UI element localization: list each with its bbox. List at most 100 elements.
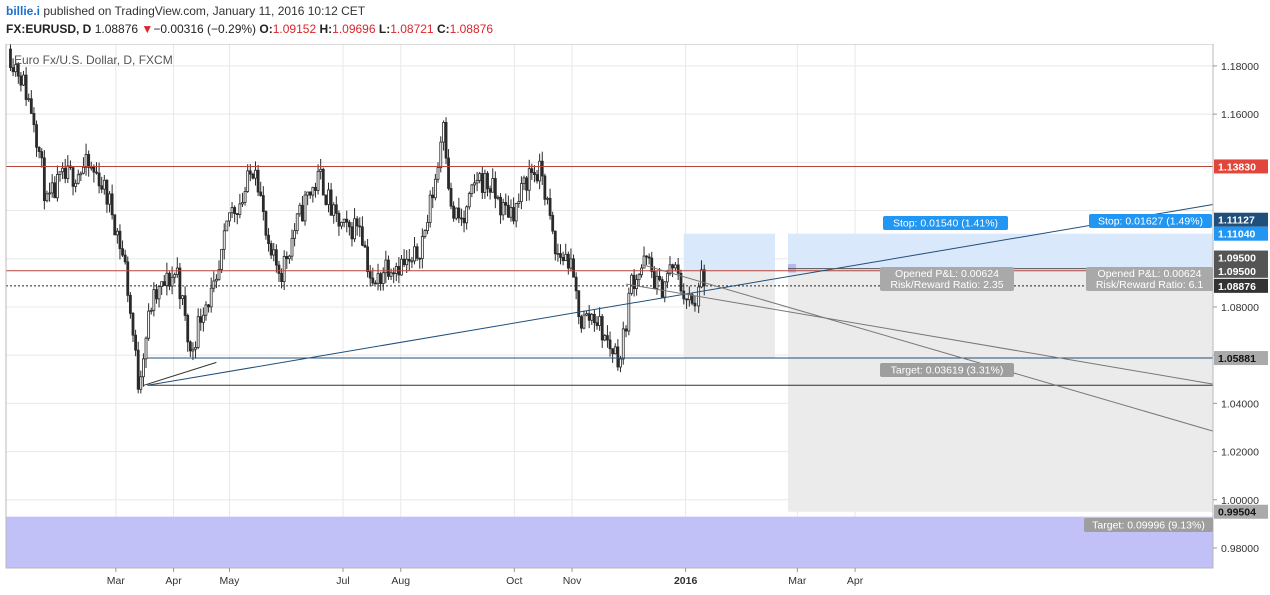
low-value: 1.08721: [390, 22, 434, 36]
time-axis[interactable]: Mar Apr May Jul Aug Oct Nov 2016 Mar Apr: [107, 568, 864, 587]
candle: [517, 193, 521, 208]
candle: [92, 164, 96, 183]
candle: [460, 208, 463, 226]
candle: [16, 62, 20, 84]
candle: [14, 59, 18, 77]
candle: [410, 256, 414, 269]
candle: [160, 281, 164, 296]
candle: [113, 214, 117, 236]
candle: [431, 186, 435, 209]
candle: [100, 176, 104, 194]
channel-line-upper[interactable]: [642, 264, 1214, 432]
candle: [230, 202, 234, 219]
author-link[interactable]: billie.i: [6, 4, 41, 18]
candle: [280, 268, 283, 289]
candle: [126, 256, 130, 303]
candle: [645, 255, 648, 265]
candle: [384, 250, 388, 284]
candle: [97, 162, 101, 194]
candle: [374, 280, 377, 285]
candle: [470, 183, 474, 198]
y-tick-label: 1.16000: [1221, 109, 1259, 121]
candle: [282, 250, 286, 291]
candle: [118, 224, 122, 260]
candle: [144, 336, 148, 368]
candle: [630, 273, 634, 296]
candle: [228, 212, 231, 227]
candle: [559, 244, 562, 265]
svg-text:Stop: 0.01540 (1.41%): Stop: 0.01540 (1.41%): [893, 218, 998, 230]
violet-zone[interactable]: [6, 516, 1213, 568]
price-chart[interactable]: Euro Fx/U.S. Dollar, D, FXCM Stop: 0.015…: [0, 44, 1270, 595]
candle: [363, 240, 367, 249]
candle: [139, 370, 143, 394]
left-connector-line[interactable]: [143, 361, 217, 386]
candle: [582, 310, 586, 330]
candle: [520, 176, 523, 210]
candle: [196, 308, 200, 350]
candle: [551, 211, 555, 235]
candle: [324, 194, 328, 206]
candle: [613, 343, 617, 355]
symbol-label[interactable]: FX:EURUSD, D: [6, 22, 92, 36]
axis-tag-red-upper: 1.13830: [1214, 159, 1268, 174]
candle: [121, 240, 124, 257]
candle: [142, 353, 145, 387]
target-zone-2[interactable]: [788, 270, 1213, 512]
drawn-lines: [6, 165, 1214, 432]
candle: [647, 253, 651, 265]
y-tick-label: 1.02000: [1221, 447, 1259, 459]
candle: [136, 341, 140, 394]
candle: [108, 191, 111, 213]
stop-zone-2[interactable]: [788, 233, 1213, 271]
candle: [337, 210, 341, 236]
candle: [512, 197, 515, 225]
uptrend-line[interactable]: [147, 204, 1214, 386]
candle: [621, 321, 625, 365]
candle: [413, 237, 416, 265]
candle: [368, 265, 372, 287]
candle: [327, 182, 330, 213]
candle: [264, 210, 268, 240]
candle: [293, 223, 297, 247]
price-axis[interactable]: 1.180001.160001.080001.060001.040001.020…: [1213, 61, 1268, 555]
candle: [585, 310, 588, 317]
target-label-1[interactable]: Target: 0.03619 (3.31%): [880, 363, 1014, 377]
stop-label-1[interactable]: Stop: 0.01540 (1.41%): [883, 216, 1008, 230]
svg-text:Stop: 0.01627 (1.49%): Stop: 0.01627 (1.49%): [1098, 216, 1203, 228]
candle: [462, 210, 466, 233]
candle: [379, 271, 383, 291]
candle: [314, 182, 317, 198]
candle: [454, 207, 458, 221]
candle: [134, 329, 137, 357]
channel-line-lower[interactable]: [625, 283, 1214, 385]
candle: [483, 169, 487, 199]
target-zone-1[interactable]: [683, 270, 776, 359]
candle: [423, 229, 427, 239]
candle: [287, 254, 291, 264]
candle: [627, 287, 631, 336]
candle: [353, 208, 356, 242]
candle: [243, 186, 247, 206]
axis-tag-target-2: 0.99504: [1214, 504, 1268, 519]
candle: [105, 179, 109, 213]
axis-tag-red-lower: 1.09500: [1214, 263, 1268, 278]
stop-zone-1[interactable]: [683, 233, 776, 271]
candle: [635, 274, 638, 296]
candle: [131, 312, 135, 342]
candle: [9, 44, 12, 71]
target-label-2[interactable]: Target: 0.09996 (9.13%): [1084, 518, 1213, 532]
candle: [32, 107, 36, 133]
candle: [650, 251, 654, 279]
candle: [400, 255, 403, 276]
axis-tag-stop-1: 1.11040: [1214, 226, 1268, 241]
candle: [693, 295, 697, 312]
stop-label-2[interactable]: Stop: 0.01627 (1.49%): [1089, 214, 1212, 228]
candle: [540, 151, 544, 185]
candle: [332, 202, 336, 224]
candle: [301, 195, 304, 222]
candle: [603, 334, 607, 342]
candle: [673, 262, 677, 272]
